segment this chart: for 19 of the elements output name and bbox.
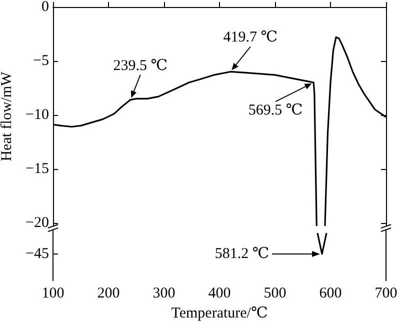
x-tick-label: 400 xyxy=(208,286,231,302)
x-tick-label: 100 xyxy=(42,286,64,302)
y-tick-label: −10 xyxy=(26,106,49,123)
x-tick-label: 200 xyxy=(97,286,120,302)
y-tick-label: −20 xyxy=(26,214,49,231)
text: −45 xyxy=(26,246,49,262)
annotation: 569.5 ℃ xyxy=(248,102,303,119)
text: 581.2 ℃ xyxy=(214,246,270,262)
y-axis-title: Heat flow/mW xyxy=(0,70,16,162)
x-tick-label: 500 xyxy=(264,286,286,302)
annotation: 419.7 ℃ xyxy=(223,30,278,46)
y-tick-label: −5 xyxy=(33,52,49,69)
x-tick-label: 700 xyxy=(374,286,398,302)
y-tick-label: −15 xyxy=(26,160,49,177)
annotation: 239.5 ℃ xyxy=(113,58,168,74)
x-tick-label: 300 xyxy=(152,286,176,302)
y-tick-label: 0 xyxy=(42,0,49,15)
x-tick-label: 600 xyxy=(319,286,342,302)
x-axis-title: Temperature/℃ xyxy=(171,305,268,322)
